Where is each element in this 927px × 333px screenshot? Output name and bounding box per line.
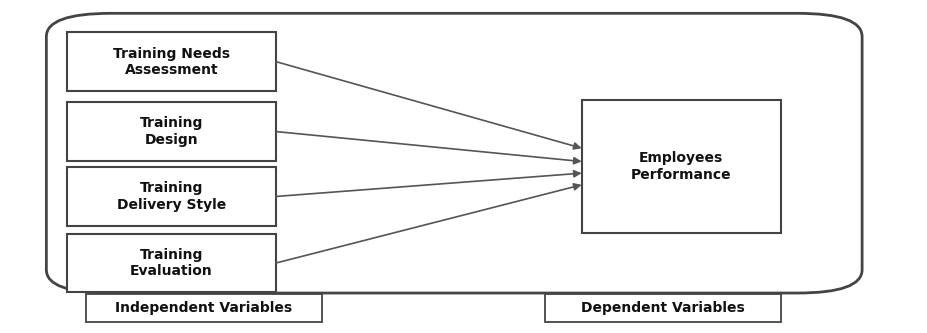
FancyBboxPatch shape (544, 294, 781, 322)
Text: Dependent Variables: Dependent Variables (581, 301, 744, 315)
FancyBboxPatch shape (85, 294, 323, 322)
Text: Training
Design: Training Design (140, 117, 203, 147)
FancyBboxPatch shape (67, 234, 275, 292)
FancyBboxPatch shape (67, 33, 275, 91)
Text: Employees
Performance: Employees Performance (631, 152, 731, 181)
FancyBboxPatch shape (46, 13, 862, 293)
FancyBboxPatch shape (582, 100, 781, 233)
Text: Training Needs
Assessment: Training Needs Assessment (113, 47, 230, 77)
Text: Training
Evaluation: Training Evaluation (130, 248, 213, 278)
Text: Training
Delivery Style: Training Delivery Style (117, 181, 226, 211)
Text: Independent Variables: Independent Variables (115, 301, 293, 315)
FancyBboxPatch shape (67, 103, 275, 161)
FancyBboxPatch shape (67, 167, 275, 226)
